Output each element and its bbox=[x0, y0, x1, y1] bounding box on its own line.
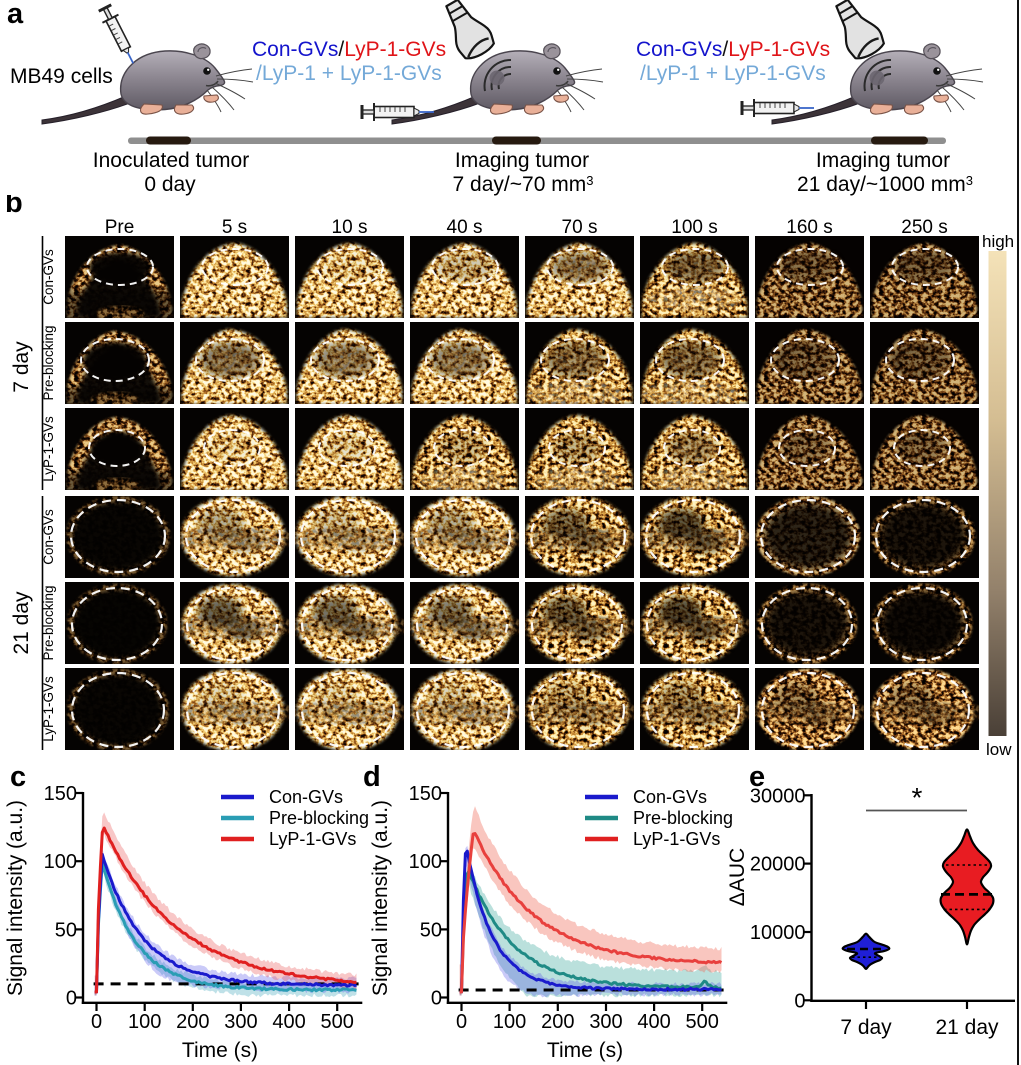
svg-text:LyP-1-GVs: LyP-1-GVs bbox=[269, 829, 356, 849]
svg-text:10 s: 10 s bbox=[332, 217, 368, 238]
svg-text:/LyP-1 + LyP-1-GVs: /LyP-1 + LyP-1-GVs bbox=[256, 62, 442, 85]
svg-text:Imaging tumor: Imaging tumor bbox=[816, 149, 950, 172]
svg-text:low: low bbox=[986, 740, 1012, 759]
svg-text:250 s: 250 s bbox=[901, 217, 947, 238]
svg-text:Con-GVs: Con-GVs bbox=[41, 249, 56, 305]
svg-text:LyP-1-GVs: LyP-1-GVs bbox=[41, 676, 56, 742]
svg-text:a: a bbox=[7, 0, 24, 30]
svg-text:200: 200 bbox=[176, 1011, 209, 1033]
svg-text:Pre-blocking: Pre-blocking bbox=[41, 585, 56, 660]
svg-text:0 day: 0 day bbox=[144, 173, 196, 196]
svg-text:40 s: 40 s bbox=[447, 217, 483, 238]
svg-text:c: c bbox=[10, 761, 26, 793]
svg-text:Con-GVs/LyP-1-GVs: Con-GVs/LyP-1-GVs bbox=[252, 38, 446, 61]
svg-text:LyP-1-GVs: LyP-1-GVs bbox=[41, 416, 56, 482]
svg-text:MB49 cells: MB49 cells bbox=[10, 65, 113, 88]
svg-text:high: high bbox=[982, 232, 1014, 251]
svg-text:0: 0 bbox=[91, 1011, 102, 1033]
svg-text:Signal intensity (a.u.): Signal intensity (a.u.) bbox=[4, 800, 27, 996]
svg-text:7 day: 7 day bbox=[10, 341, 33, 393]
svg-text:Time (s): Time (s) bbox=[182, 1039, 258, 1062]
svg-text:Pre-blocking: Pre-blocking bbox=[269, 808, 369, 828]
svg-text:100: 100 bbox=[128, 1011, 161, 1033]
svg-text:0: 0 bbox=[66, 988, 77, 1010]
svg-text:Con-GVs: Con-GVs bbox=[269, 787, 343, 807]
svg-text:Imaging tumor: Imaging tumor bbox=[455, 149, 589, 172]
svg-text:5 s: 5 s bbox=[222, 217, 247, 238]
svg-text:Con-GVs/LyP-1-GVs: Con-GVs/LyP-1-GVs bbox=[636, 38, 830, 61]
svg-text:100: 100 bbox=[44, 851, 77, 873]
svg-text:/LyP-1 + LyP-1-GVs: /LyP-1 + LyP-1-GVs bbox=[640, 62, 826, 85]
svg-text:Pre-blocking: Pre-blocking bbox=[41, 325, 56, 400]
svg-text:7 day/~70 mm3: 7 day/~70 mm3 bbox=[453, 173, 594, 196]
svg-text:b: b bbox=[5, 195, 23, 219]
svg-text:Pre: Pre bbox=[105, 217, 135, 238]
svg-text:70 s: 70 s bbox=[562, 217, 598, 238]
svg-text:21 day/~1000 mm3: 21 day/~1000 mm3 bbox=[797, 173, 973, 196]
svg-text:150: 150 bbox=[44, 783, 77, 805]
svg-text:400: 400 bbox=[272, 1011, 305, 1033]
svg-text:500: 500 bbox=[321, 1011, 354, 1033]
svg-text:300: 300 bbox=[224, 1011, 257, 1033]
svg-text:Inoculated tumor: Inoculated tumor bbox=[93, 149, 249, 172]
svg-text:21 day: 21 day bbox=[10, 591, 33, 655]
svg-text:Con-GVs: Con-GVs bbox=[41, 509, 56, 565]
svg-text:160 s: 160 s bbox=[786, 217, 832, 238]
svg-text:100 s: 100 s bbox=[671, 217, 717, 238]
svg-text:50: 50 bbox=[55, 919, 77, 941]
